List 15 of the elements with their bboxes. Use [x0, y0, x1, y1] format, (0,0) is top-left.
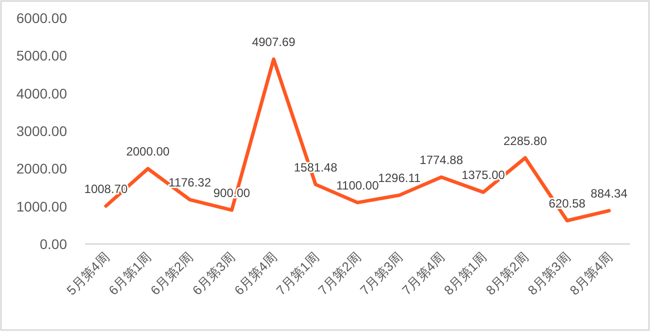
- text: 4907.69: [252, 35, 296, 50]
- text: 1296.11: [378, 171, 421, 186]
- text: 1100.00: [336, 178, 379, 193]
- text: 2000.00: [126, 144, 170, 159]
- y-tick-label: 4000.00: [16, 85, 68, 102]
- y-tick-label: 2000.00: [16, 160, 68, 177]
- y-tick-label: 1000.00: [16, 198, 68, 214]
- y-tick-label: 0.00: [40, 236, 68, 252]
- y-tick-label: 5000.00: [16, 48, 68, 64]
- y-tick-label: 6000.00: [16, 10, 68, 26]
- text: 1774.88: [420, 153, 464, 168]
- text: 2285.80: [503, 134, 547, 148]
- y-tick-label: 3000.00: [16, 123, 68, 139]
- text: 884.34: [590, 186, 628, 201]
- text: 1176.32: [168, 176, 212, 190]
